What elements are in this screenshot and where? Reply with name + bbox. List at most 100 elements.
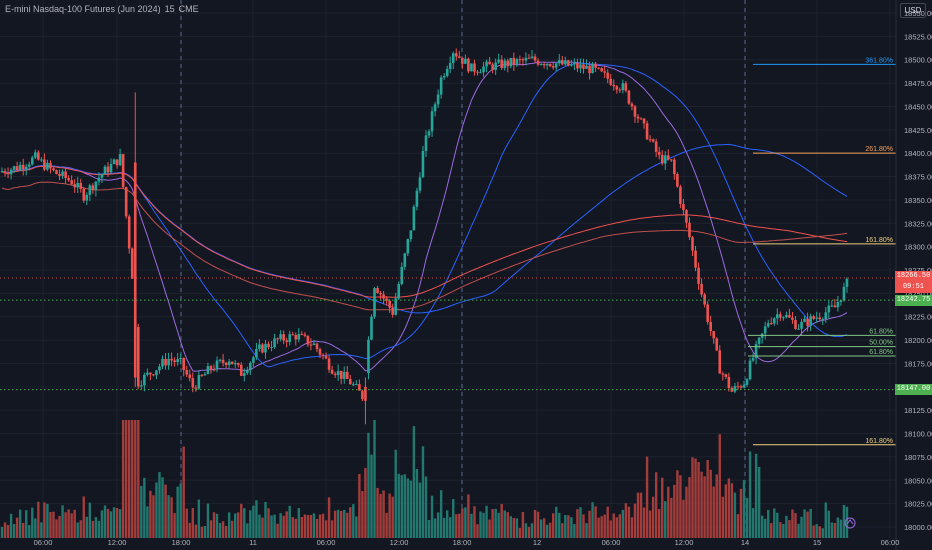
price-tick-label: 18075.00 — [904, 453, 932, 462]
volume-bar — [303, 514, 307, 538]
candle — [530, 56, 534, 59]
candle — [666, 155, 670, 160]
time-tick-label: 18:00 — [453, 538, 472, 547]
candle — [397, 284, 401, 299]
candle — [140, 385, 143, 387]
volume-bar — [128, 420, 131, 538]
volume-bar — [527, 526, 531, 538]
fib-levels: 361.80% 261.80% 161.80% 61.80% 50.00% 61.80% 1… — [748, 57, 896, 446]
volume-bar — [294, 518, 297, 538]
volume-bar — [779, 522, 782, 538]
volume-bar — [412, 426, 416, 538]
volume-bar — [182, 446, 185, 538]
volume-bar — [612, 513, 615, 538]
candle — [754, 343, 758, 358]
currency-button[interactable]: USD — [900, 3, 926, 18]
volume-bar — [449, 517, 452, 538]
candle — [742, 384, 746, 388]
candle — [500, 59, 504, 69]
candle — [212, 369, 216, 371]
volume-bar — [688, 477, 691, 538]
volume-bar — [52, 511, 55, 538]
volume-bar — [12, 524, 16, 538]
replay-icon[interactable] — [844, 517, 856, 529]
volume-bar — [324, 520, 328, 538]
volume-bar — [121, 420, 125, 538]
volume-bar — [667, 486, 670, 538]
price-tick-label: 18125.00 — [904, 406, 932, 415]
volume-bar — [739, 488, 743, 538]
volume-bar — [215, 513, 219, 538]
volume-bar — [570, 517, 573, 538]
candle — [130, 248, 134, 279]
candle — [352, 384, 355, 386]
candle — [342, 371, 346, 379]
volume-bar — [82, 496, 85, 538]
candle — [788, 314, 791, 318]
volume-bar — [382, 490, 385, 538]
candle — [418, 177, 422, 191]
volume-bar — [264, 501, 267, 538]
candle — [651, 139, 655, 142]
candle — [670, 159, 673, 161]
candle — [379, 293, 382, 295]
candle — [521, 59, 525, 61]
candle — [700, 283, 703, 295]
candle — [67, 178, 70, 181]
price-tick-label: 18425.00 — [904, 126, 932, 135]
volume-bar — [597, 517, 600, 538]
volume-bar — [221, 521, 225, 538]
candle — [588, 65, 591, 74]
volume-bar — [742, 479, 746, 538]
candle — [133, 162, 137, 378]
candle — [297, 334, 301, 340]
candle — [382, 294, 385, 299]
candle — [709, 321, 712, 332]
candle — [324, 355, 328, 359]
candle — [639, 118, 643, 120]
volume-bar — [582, 514, 585, 538]
price-tick-label: 18200.00 — [904, 336, 932, 345]
candle — [464, 58, 467, 64]
candle — [261, 344, 264, 353]
volume-bar — [240, 503, 243, 538]
candle — [167, 358, 170, 366]
candle — [118, 154, 122, 166]
volume-bar — [494, 508, 497, 538]
volume-bar — [46, 503, 49, 538]
level-tag-upper: 18242.75 — [895, 294, 932, 306]
volume-bar — [318, 514, 322, 538]
candle — [685, 210, 688, 223]
candle — [503, 60, 507, 69]
candle — [785, 314, 788, 318]
volume-bar — [376, 487, 379, 538]
candle — [536, 60, 540, 65]
volume-bar — [479, 511, 482, 538]
candle — [82, 188, 86, 201]
candle — [52, 168, 55, 171]
price-tick-label: 18300.00 — [904, 243, 932, 252]
price-tick-label: 18450.00 — [904, 102, 932, 111]
volume-bar — [209, 520, 213, 538]
candle — [757, 337, 761, 344]
volume-bar — [452, 499, 455, 538]
volume-bar — [137, 420, 140, 538]
candle — [291, 334, 295, 336]
candle — [230, 361, 234, 365]
candle — [803, 318, 806, 322]
volume-bar — [606, 506, 609, 538]
candle — [143, 374, 146, 386]
candle — [430, 111, 434, 132]
candle — [454, 53, 458, 57]
candle — [239, 364, 243, 376]
volume-bar — [70, 513, 73, 538]
volume-bar — [394, 449, 397, 538]
candle — [715, 338, 719, 351]
volume-bar — [809, 508, 812, 538]
volume-bar — [745, 497, 749, 538]
volume-bar — [276, 523, 279, 538]
candle — [94, 181, 98, 191]
candle — [115, 159, 119, 166]
candle — [461, 57, 464, 64]
